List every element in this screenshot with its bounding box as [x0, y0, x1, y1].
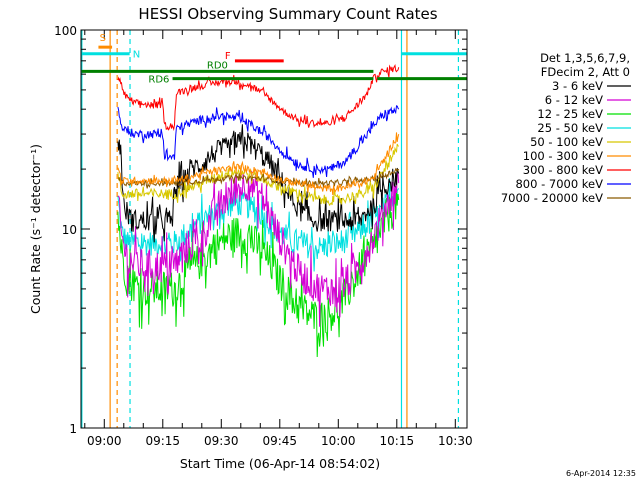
- x-tick-label: 10:30: [438, 434, 473, 448]
- flag-label-f: F: [225, 51, 231, 62]
- x-tick-label: 10:00: [321, 434, 356, 448]
- flag-label-n: N: [133, 50, 140, 61]
- legend-label: 25 - 50 keV: [537, 121, 603, 135]
- y-tick-label: 1: [69, 422, 77, 436]
- series-line-2: [117, 184, 400, 358]
- legend-header: FDecim 2, Att 0: [541, 65, 630, 79]
- x-tick-label: 09:30: [204, 434, 239, 448]
- series-line-4: [117, 143, 400, 207]
- series-line-0: [117, 124, 400, 243]
- series-line-6: [117, 63, 400, 131]
- x-tick-label: 09:15: [145, 434, 180, 448]
- legend-header: Det 1,3,5,6,7,9,: [540, 51, 630, 65]
- series-line-5: [117, 132, 400, 196]
- legend-label: 3 - 6 keV: [552, 79, 603, 93]
- legend-label: 12 - 25 keV: [537, 107, 603, 121]
- x-tick-label: 09:00: [87, 434, 122, 448]
- x-tick-label: 10:15: [380, 434, 415, 448]
- legend-label: 6 - 12 keV: [545, 93, 603, 107]
- y-axis-label: Count Rate (s⁻¹ detector⁻¹): [28, 144, 43, 314]
- legend-label: 50 - 100 keV: [530, 135, 603, 149]
- flag-label-s: S: [100, 33, 106, 44]
- footer-date: 6-Apr-2014 12:35: [566, 469, 636, 478]
- series-line-1: [117, 171, 400, 327]
- legend-label: 800 - 7000 keV: [515, 177, 603, 191]
- flag-label-rd6: RD6: [148, 75, 169, 86]
- y-tick-label: 10: [62, 223, 77, 237]
- x-tick-label: 09:45: [262, 434, 297, 448]
- flag-label-rd0: RD0: [207, 60, 228, 71]
- legend-label: 7000 - 20000 keV: [501, 191, 603, 205]
- legend-label: 300 - 800 keV: [523, 163, 603, 177]
- series-line-7: [117, 105, 400, 178]
- y-tick-label: 100: [54, 24, 77, 38]
- chart-title: HESSI Observing Summary Count Rates: [138, 5, 437, 23]
- x-axis-label: Start Time (06-Apr-14 08:54:02): [180, 456, 380, 471]
- legend-label: 100 - 300 keV: [523, 149, 603, 163]
